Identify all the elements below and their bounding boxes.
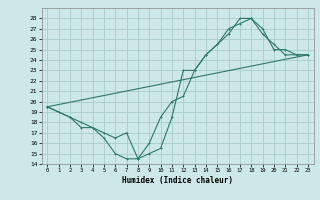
X-axis label: Humidex (Indice chaleur): Humidex (Indice chaleur)	[122, 176, 233, 185]
